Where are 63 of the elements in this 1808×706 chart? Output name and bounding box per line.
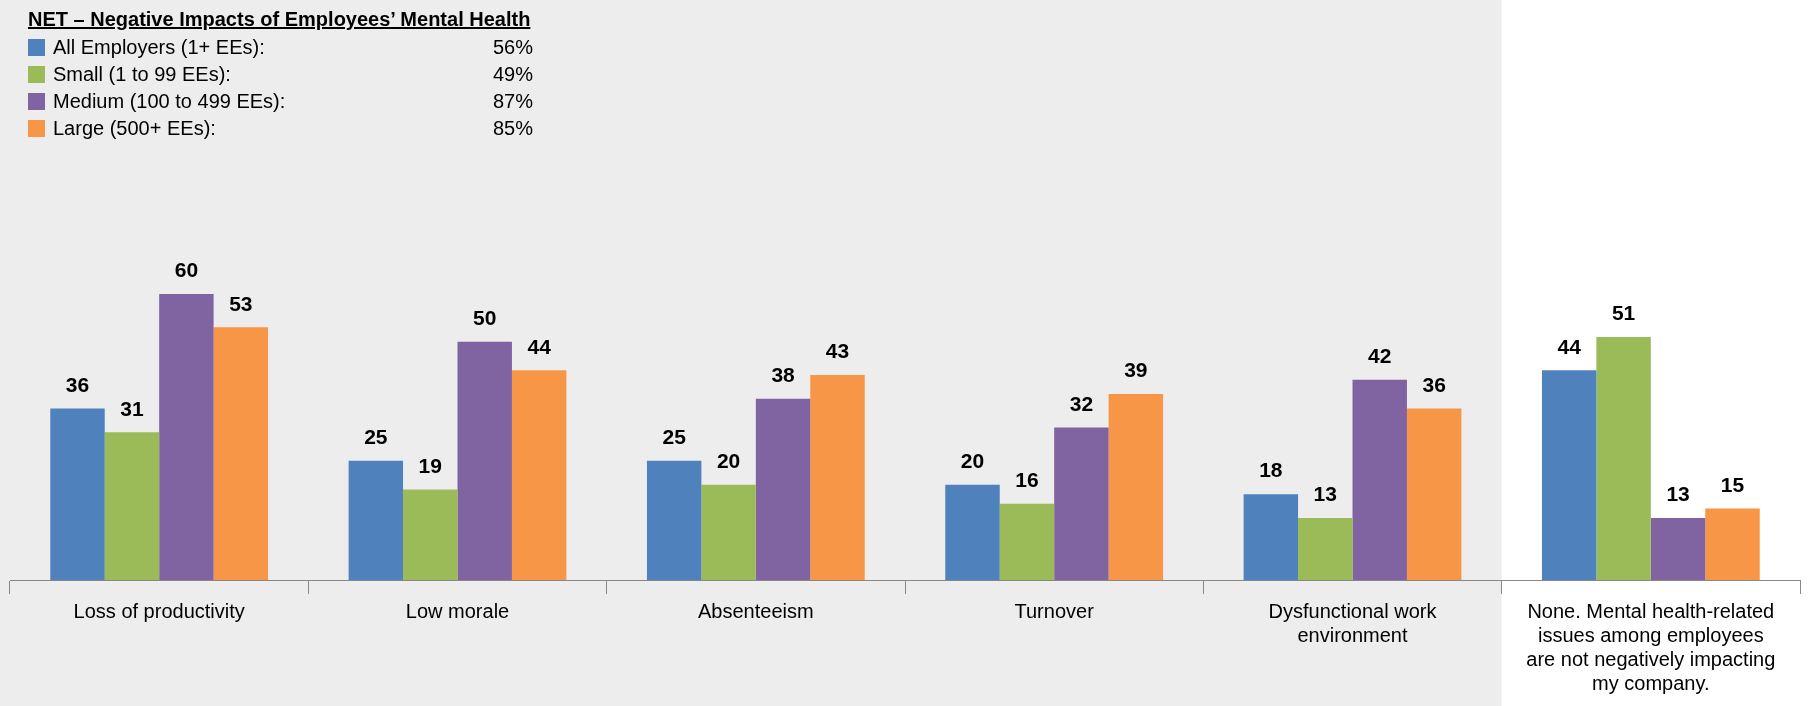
bar	[104, 432, 160, 580]
data-label: 13	[1666, 482, 1690, 506]
x-tick-label: None. Mental health-related issues among employees are not negatively impacting my company.	[1526, 599, 1776, 694]
bar	[213, 327, 269, 580]
bar	[755, 398, 811, 580]
bar	[511, 370, 567, 580]
data-label: 51	[1611, 301, 1636, 325]
bar	[701, 484, 756, 580]
legend-label: Large (500+ EEs):	[53, 117, 217, 140]
x-tick-label: Turnover	[1014, 599, 1095, 622]
text: 49%	[493, 63, 534, 86]
bar	[457, 341, 512, 580]
data-label: 16	[1015, 468, 1039, 492]
data-label: 20	[960, 448, 985, 472]
data-label: 31	[120, 396, 144, 420]
bar	[999, 503, 1055, 580]
legend-title: NET – Negative Impacts of Employees’ Mental Health	[28, 8, 532, 31]
bar	[1352, 379, 1407, 580]
data-label: 19	[418, 453, 442, 477]
x-tick-label: Dysfunctional work environment	[1268, 599, 1438, 646]
data-label: 25	[364, 425, 388, 449]
legend-label: Medium (100 to 499 EEs):	[53, 90, 287, 113]
data-label: 39	[1124, 358, 1148, 382]
bar	[1705, 508, 1760, 580]
data-label: 50	[473, 305, 497, 329]
bar	[945, 484, 1000, 580]
data-label: 13	[1313, 482, 1337, 506]
data-label: 42	[1368, 344, 1392, 368]
data-label: 43	[825, 339, 850, 363]
bar	[646, 460, 702, 580]
bar	[1243, 494, 1299, 580]
x-tick-label: Absenteeism	[698, 599, 814, 622]
data-label: 38	[771, 363, 796, 387]
data-label: 44	[1557, 334, 1582, 358]
bar	[403, 489, 458, 580]
bar	[348, 460, 404, 580]
bar	[159, 294, 214, 580]
text: 56%	[493, 36, 534, 59]
data-label: 36	[65, 372, 90, 396]
bar	[1596, 336, 1651, 580]
data-label: 53	[229, 291, 253, 315]
text: 85%	[493, 117, 534, 140]
data-label: 60	[174, 258, 199, 282]
text: 87%	[493, 90, 534, 113]
bar	[810, 375, 865, 580]
legend-label: Small (1 to 99 EEs):	[53, 63, 232, 86]
bar	[50, 408, 105, 580]
data-label: 44	[527, 334, 552, 358]
data-label: 15	[1720, 472, 1745, 496]
bar	[1650, 518, 1706, 580]
bar	[1108, 394, 1164, 580]
bar	[1541, 370, 1597, 580]
data-label: 18	[1259, 458, 1283, 482]
bar	[1298, 518, 1353, 580]
data-label: 20	[716, 448, 741, 472]
legend-label: All Employers (1+ EEs):	[53, 36, 266, 59]
x-tick-label: Low morale	[405, 599, 510, 622]
data-label: 25	[662, 425, 687, 449]
data-label: 36	[1422, 372, 1446, 396]
x-tick-label: Loss of productivity	[73, 599, 245, 622]
bar	[1406, 408, 1462, 580]
data-label: 32	[1069, 391, 1094, 415]
bar	[1054, 427, 1109, 580]
